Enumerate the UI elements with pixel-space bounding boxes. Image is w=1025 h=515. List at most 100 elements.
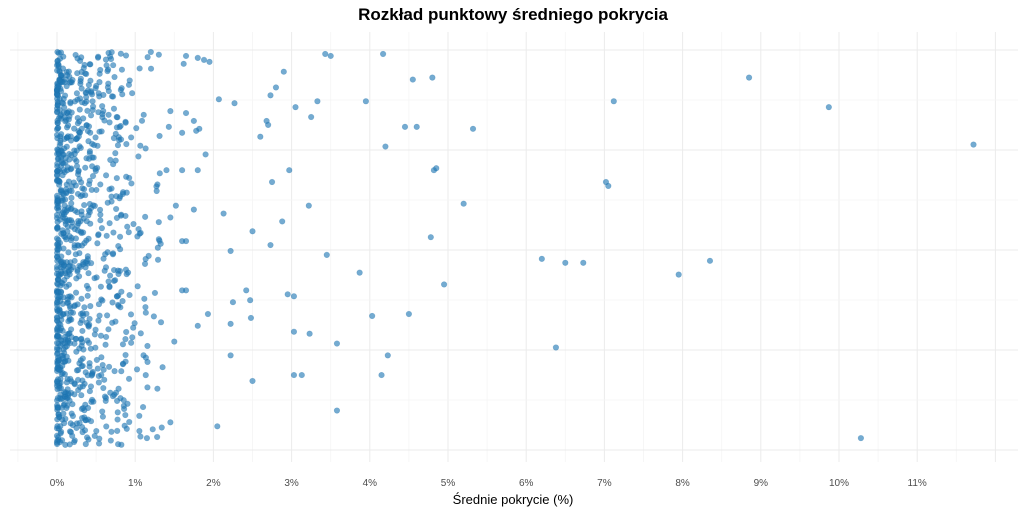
- data-point: [58, 131, 65, 138]
- data-point: [143, 435, 151, 442]
- data-point: [580, 259, 587, 266]
- data-point: [99, 408, 106, 415]
- data-point: [99, 110, 106, 118]
- data-point: [155, 219, 162, 226]
- data-point: [142, 145, 149, 152]
- data-point: [86, 315, 93, 323]
- data-point: [105, 49, 112, 57]
- data-point: [84, 292, 91, 299]
- data-point: [86, 360, 93, 367]
- data-point: [91, 275, 98, 282]
- data-point: [74, 266, 81, 274]
- data-point: [128, 339, 135, 346]
- data-point: [56, 142, 63, 149]
- data-point: [56, 366, 63, 374]
- data-point: [114, 267, 122, 274]
- data-point: [68, 294, 75, 301]
- data-point: [182, 109, 190, 117]
- data-point: [76, 129, 84, 136]
- data-point: [104, 199, 111, 206]
- x-tick-label: 9%: [754, 478, 769, 489]
- data-point: [75, 220, 82, 227]
- data-point: [78, 392, 85, 399]
- data-point: [110, 161, 117, 168]
- data-point: [82, 441, 89, 448]
- data-point: [151, 289, 159, 297]
- data-point: [123, 328, 130, 336]
- data-point: [108, 428, 115, 435]
- data-point: [96, 78, 103, 86]
- data-point: [74, 96, 81, 103]
- data-point: [84, 253, 91, 260]
- data-point: [142, 354, 149, 361]
- data-point: [220, 210, 227, 217]
- data-point: [139, 403, 147, 411]
- data-point: [292, 104, 299, 111]
- data-point: [89, 98, 96, 105]
- data-point: [93, 186, 100, 194]
- data-point: [552, 344, 560, 351]
- data-point: [204, 310, 212, 318]
- data-point: [63, 83, 70, 90]
- data-point: [109, 250, 117, 257]
- data-point: [73, 275, 80, 282]
- data-point: [83, 70, 90, 78]
- data-point: [117, 304, 124, 311]
- data-point: [79, 327, 86, 335]
- data-point: [165, 123, 172, 130]
- data-point: [71, 380, 78, 387]
- data-point: [150, 313, 157, 320]
- data-point: [58, 325, 65, 332]
- x-tick-label: 10%: [829, 478, 849, 489]
- data-point: [54, 317, 61, 325]
- data-point: [71, 391, 78, 398]
- data-point: [95, 440, 103, 447]
- data-point: [95, 53, 102, 60]
- data-point: [99, 297, 106, 304]
- data-point: [119, 91, 126, 98]
- data-point: [114, 409, 121, 416]
- data-point: [58, 88, 65, 95]
- data-point: [96, 312, 103, 319]
- data-point: [124, 269, 132, 276]
- data-point: [133, 366, 141, 373]
- data-point: [267, 92, 274, 99]
- data-point: [60, 410, 67, 417]
- data-point: [86, 388, 93, 395]
- data-point: [857, 435, 865, 442]
- data-point: [67, 375, 74, 382]
- data-point: [231, 100, 238, 107]
- data-point: [57, 396, 64, 403]
- data-point: [610, 98, 617, 105]
- data-point: [107, 55, 115, 63]
- data-point: [84, 107, 91, 114]
- data-point: [55, 177, 62, 184]
- data-point: [57, 289, 65, 296]
- x-tick-label: 7%: [597, 478, 612, 489]
- x-tick-label: 4%: [363, 478, 378, 489]
- data-point: [154, 244, 161, 251]
- data-point: [86, 181, 93, 188]
- data-point: [97, 332, 105, 339]
- data-point: [57, 423, 64, 430]
- data-point: [142, 372, 149, 379]
- data-point: [825, 104, 832, 111]
- data-point: [111, 391, 118, 398]
- data-point: [65, 281, 73, 288]
- data-point: [382, 143, 389, 150]
- data-point: [172, 202, 179, 209]
- data-point: [81, 239, 88, 247]
- data-point: [401, 123, 409, 130]
- data-point: [333, 407, 341, 414]
- data-point: [54, 117, 61, 124]
- data-point: [75, 168, 82, 175]
- data-point: [159, 364, 166, 371]
- data-point: [53, 263, 61, 270]
- data-point: [56, 385, 63, 392]
- data-point: [562, 259, 569, 266]
- data-point: [75, 242, 82, 249]
- data-point: [180, 60, 187, 67]
- data-point: [68, 194, 75, 201]
- data-point: [67, 133, 74, 140]
